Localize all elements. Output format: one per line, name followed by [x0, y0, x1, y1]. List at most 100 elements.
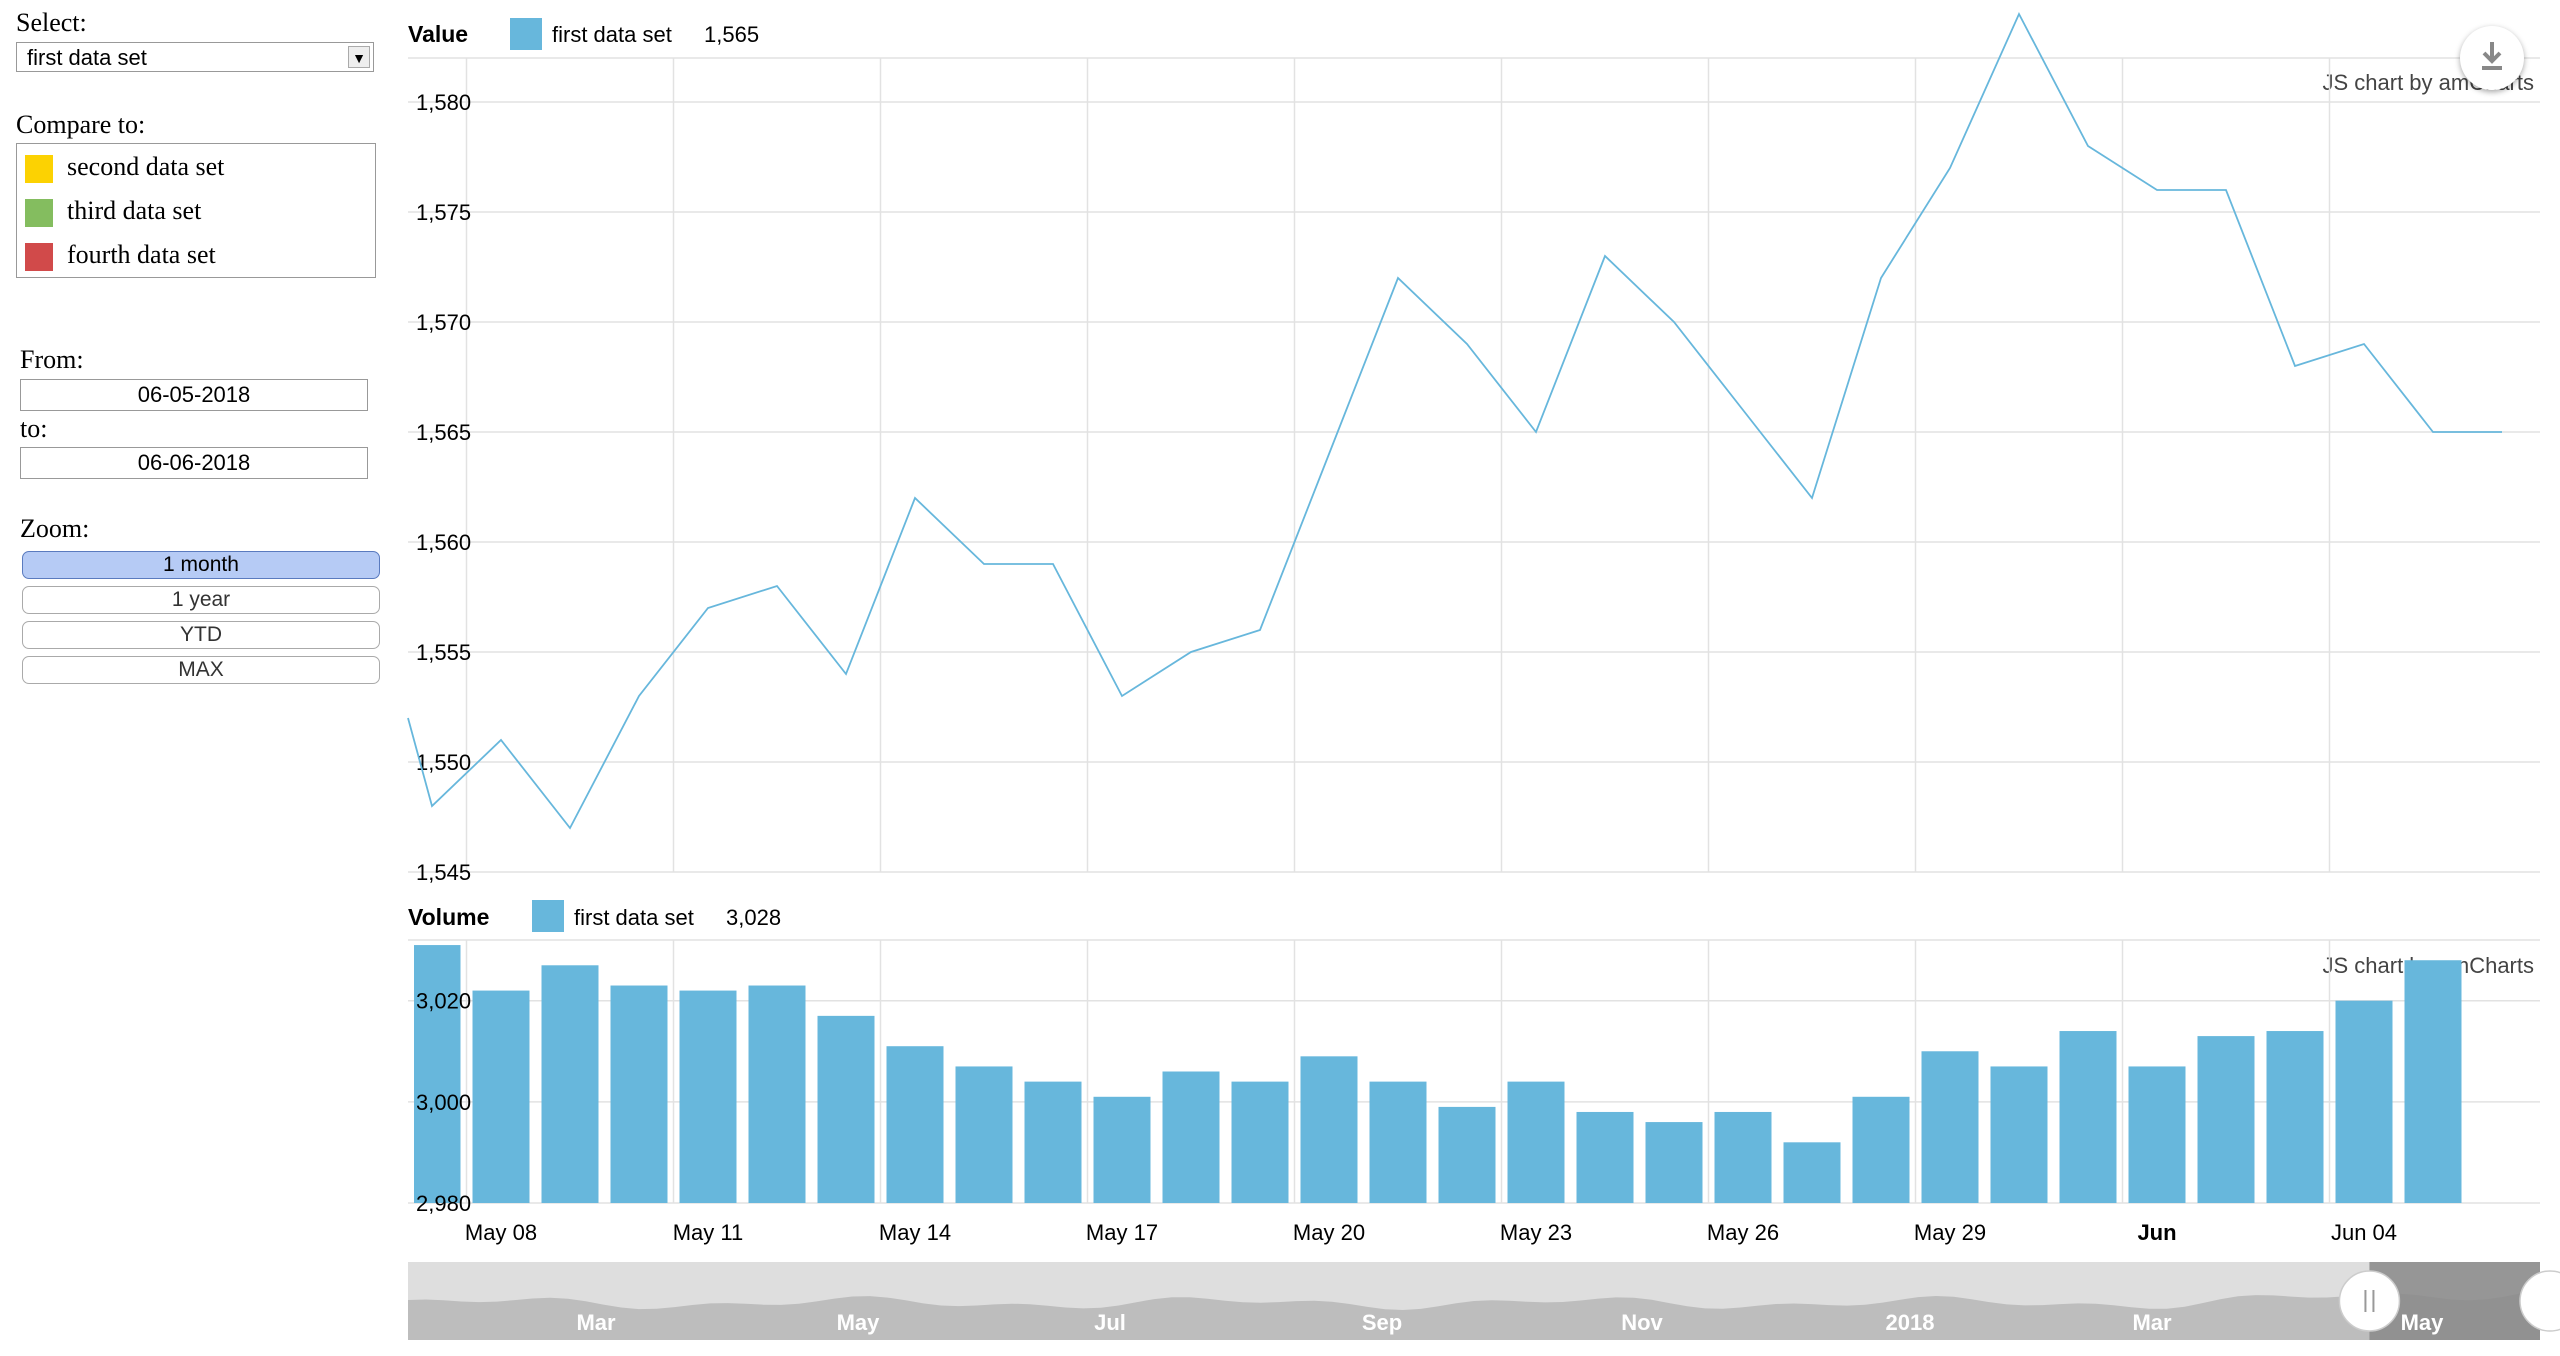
volume-bar — [1921, 1051, 1979, 1203]
x-tick-label: May 08 — [465, 1220, 537, 1245]
scrollbar-tick-label: 2018 — [1886, 1310, 1935, 1335]
volume-bar — [1645, 1122, 1703, 1203]
scrollbar-left-handle[interactable] — [2338, 1270, 2401, 1332]
zoom-1-month-button[interactable]: 1 month — [22, 551, 380, 579]
export-button[interactable] — [2460, 26, 2524, 90]
volume-bar — [2197, 1036, 2255, 1203]
zoom-label: Zoom: — [20, 514, 90, 543]
value-panel-title: Value — [408, 21, 468, 47]
volume-bar — [472, 990, 530, 1203]
from-label: From: — [20, 345, 84, 374]
volume-bar — [2059, 1031, 2117, 1203]
value-y-axis: 1,545 1,550 1,555 1,560 1,565 1,570 1,575 1,580 — [416, 90, 471, 885]
volume-bar — [1024, 1081, 1082, 1203]
value-series-line — [407, 11, 2502, 830]
y-tick-label: 1,580 — [416, 90, 471, 115]
volume-bar — [748, 985, 806, 1203]
volume-bar — [2404, 960, 2462, 1203]
volume-bar — [2128, 1066, 2186, 1203]
volume-bar — [1231, 1081, 1289, 1203]
volume-bar — [1162, 1071, 1220, 1203]
volume-bar — [817, 1015, 875, 1203]
volume-bar — [414, 945, 461, 1203]
volume-legend-swatch — [532, 900, 564, 932]
scrollbar-right-handle[interactable] — [2519, 1270, 2560, 1332]
swatch-icon — [25, 243, 53, 271]
value-panel: Value first data set 1,565 JS chart by a… — [407, 11, 2540, 885]
dataset-select-value: first data set — [27, 45, 147, 70]
volume-legend-name[interactable]: first data set — [574, 905, 694, 930]
volume-bar — [679, 990, 737, 1203]
y-tick-label: 1,550 — [416, 750, 471, 775]
compare-item-label: third data set — [67, 196, 202, 225]
volume-bar — [1438, 1106, 1496, 1203]
scrollbar-tick-label: May — [2401, 1310, 2445, 1335]
volume-bar — [1714, 1111, 1772, 1203]
y-tick-label: 1,570 — [416, 310, 471, 335]
scrollbar-tick-label: Nov — [1621, 1310, 1663, 1335]
x-axis: May 08 May 11 May 14 May 17 May 20 May 23 May … — [465, 1220, 2397, 1245]
volume-legend-value: 3,028 — [726, 905, 781, 930]
x-tick-label: May 14 — [879, 1220, 951, 1245]
y-tick-label: 1,545 — [416, 860, 471, 885]
x-tick-label: May 26 — [1707, 1220, 1779, 1245]
zoom-max-button[interactable]: MAX — [22, 656, 380, 684]
zoom-1-year-button[interactable]: 1 year — [22, 586, 380, 614]
x-tick-label: May 17 — [1086, 1220, 1158, 1245]
volume-bar — [1369, 1081, 1427, 1203]
y-tick-label: 3,020 — [416, 989, 471, 1014]
y-tick-label: 1,560 — [416, 530, 471, 555]
volume-panel-title: Volume — [408, 904, 489, 930]
swatch-icon — [25, 199, 53, 227]
chevron-down-icon[interactable]: ▼ — [348, 46, 370, 68]
x-tick-label: May 23 — [1500, 1220, 1572, 1245]
select-label: Select: — [16, 8, 87, 37]
compare-item-label: fourth data set — [67, 240, 216, 269]
volume-bar — [2266, 1031, 2324, 1203]
scrollbar-area — [408, 1290, 2540, 1340]
value-grid — [408, 57, 2540, 873]
scrollbar-tick-label: Mar — [576, 1310, 616, 1335]
zoom-ytd-button[interactable]: YTD — [22, 621, 380, 649]
volume-bars — [414, 945, 2462, 1203]
value-legend-swatch — [510, 18, 542, 50]
to-label: to: — [20, 414, 48, 443]
y-tick-label: 3,000 — [416, 1090, 471, 1115]
y-tick-label: 1,575 — [416, 200, 471, 225]
value-legend-name[interactable]: first data set — [552, 22, 672, 47]
x-tick-label: May 20 — [1293, 1220, 1365, 1245]
y-tick-label: 1,555 — [416, 640, 471, 665]
volume-y-axis: 2,980 3,000 3,020 — [416, 989, 471, 1216]
to-date-input[interactable]: 06-06-2018 — [20, 447, 368, 479]
volume-bar — [1783, 1142, 1841, 1203]
x-tick-label: Jun — [2137, 1220, 2176, 1245]
volume-bar — [541, 965, 599, 1203]
compare-list: second data set third data set fourth da… — [16, 143, 376, 278]
x-tick-label: Jun 04 — [2331, 1220, 2397, 1245]
y-tick-label: 2,980 — [416, 1191, 471, 1216]
value-legend-value: 1,565 — [704, 22, 759, 47]
volume-bar — [1990, 1066, 2048, 1203]
x-tick-label: May 11 — [673, 1220, 744, 1245]
volume-bar — [1576, 1111, 1634, 1203]
volume-bar — [610, 985, 668, 1203]
volume-bar — [1300, 1056, 1358, 1203]
scrollbar-tick-label: Jul — [1094, 1310, 1126, 1335]
volume-bar — [955, 1066, 1013, 1203]
volume-bar — [1507, 1081, 1565, 1203]
compare-item-label: second data set — [67, 152, 225, 181]
compare-label: Compare to: — [16, 110, 146, 139]
dataset-select[interactable]: first data set ▼ — [16, 42, 374, 72]
download-icon — [2482, 42, 2502, 70]
from-date-input[interactable]: 06-05-2018 — [20, 379, 368, 411]
volume-bar — [1093, 1096, 1151, 1203]
volume-panel: Volume first data set 3,028 JS chart by … — [408, 900, 2540, 1245]
scrollbar-labels: Mar May Jul Sep Nov 2018 Mar May — [576, 1310, 2444, 1335]
y-tick-label: 1,565 — [416, 420, 471, 445]
volume-bar — [886, 1046, 944, 1203]
chart-scrollbar[interactable]: Mar May Jul Sep Nov 2018 Mar May — [408, 1262, 2560, 1340]
scrollbar-tick-label: May — [837, 1310, 881, 1335]
swatch-icon — [25, 155, 53, 183]
scrollbar-tick-label: Sep — [1362, 1310, 1402, 1335]
